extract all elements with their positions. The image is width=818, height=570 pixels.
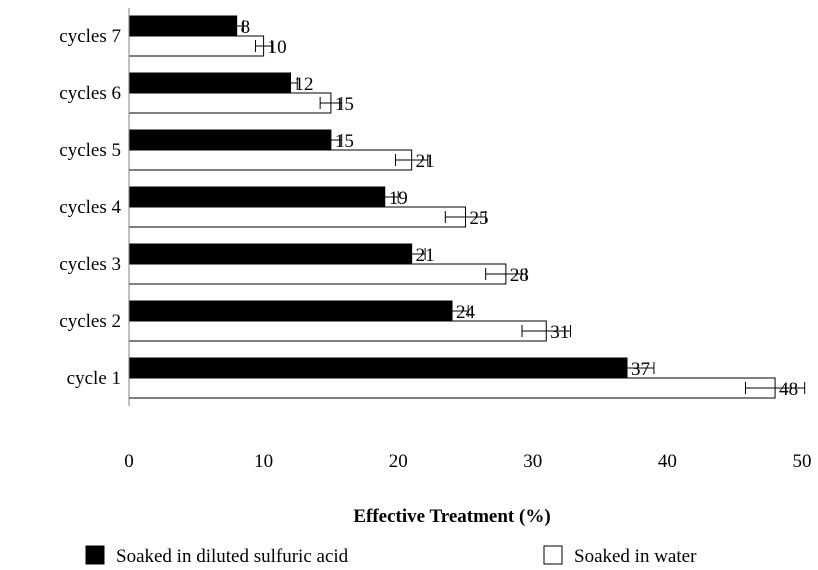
legend-label-water: Soaked in water bbox=[574, 546, 697, 567]
bar-water-cycles-5 bbox=[128, 149, 413, 171]
legend-label-acid: Soaked in diluted sulfuric acid bbox=[116, 546, 349, 567]
category-label-cycles-7: cycles 7 bbox=[59, 26, 121, 47]
data-label-acid-cycle-1: 37 bbox=[631, 359, 650, 380]
category-label-cycles-3: cycles 3 bbox=[59, 254, 121, 275]
bar-water-cycles-3 bbox=[128, 263, 507, 285]
x-tick-label-40: 40 bbox=[658, 451, 677, 472]
data-label-water-cycles-7: 10 bbox=[268, 37, 287, 58]
category-label-cycles-6: cycles 6 bbox=[59, 83, 121, 104]
error-bar-water-cycles-2 bbox=[521, 325, 571, 337]
error-bar-water-cycles-3 bbox=[485, 268, 527, 280]
data-label-water-cycles-3: 28 bbox=[510, 265, 529, 286]
category-label-cycles-5: cycles 5 bbox=[59, 140, 121, 161]
error-bar-acid-cycle-1 bbox=[599, 362, 655, 374]
data-label-acid-cycles-3: 21 bbox=[416, 245, 435, 266]
data-labels-group: 8 10 12 15 15 21 19 25 21 28 24 31 37 48 bbox=[241, 17, 798, 400]
bar-acid-cycles-3 bbox=[128, 243, 413, 265]
error-bar-water-cycle-1 bbox=[744, 382, 806, 394]
bars-group bbox=[128, 15, 776, 399]
bar-acid-cycles-5 bbox=[128, 129, 332, 151]
data-label-acid-cycles-4: 19 bbox=[389, 188, 408, 209]
bar-acid-cycles-4 bbox=[128, 186, 386, 208]
category-labels-group: cycles 7 cycles 6 cycles 5 cycles 4 cycles 3… bbox=[59, 26, 121, 389]
data-label-acid-cycles-6: 12 bbox=[295, 74, 314, 95]
data-label-acid-cycles-2: 24 bbox=[456, 302, 476, 323]
category-label-cycles-4: cycles 4 bbox=[59, 197, 121, 218]
data-label-water-cycles-5: 21 bbox=[416, 151, 435, 172]
error-bar-acid-cycles-7 bbox=[229, 20, 244, 32]
error-bar-acid-cycles-5 bbox=[319, 134, 343, 146]
x-tick-label-10: 10 bbox=[254, 451, 273, 472]
bar-water-cycles-2 bbox=[128, 320, 547, 342]
error-bars-group bbox=[229, 20, 806, 394]
x-tick-label-0: 0 bbox=[124, 451, 134, 472]
error-bar-acid-cycles-6 bbox=[283, 77, 298, 89]
data-label-water-cycles-2: 31 bbox=[550, 322, 569, 343]
x-axis-title: Effective Treatment (%) bbox=[353, 506, 550, 527]
bar-acid-cycle-1 bbox=[128, 357, 628, 379]
error-bar-water-cycles-7 bbox=[255, 40, 273, 52]
x-tick-label-20: 20 bbox=[389, 451, 408, 472]
error-bar-acid-cycles-3 bbox=[397, 248, 426, 260]
data-label-acid-cycles-7: 8 bbox=[241, 17, 251, 38]
bar-water-cycles-7 bbox=[128, 35, 265, 57]
legend-swatch-water bbox=[543, 545, 563, 565]
data-label-water-cycle-1: 48 bbox=[779, 379, 798, 400]
x-tick-label-50: 50 bbox=[793, 451, 812, 472]
x-tick-label-30: 30 bbox=[523, 451, 542, 472]
legend: Soaked in diluted sulfuric acid Soaked in… bbox=[85, 545, 697, 567]
bar-acid-cycles-2 bbox=[128, 300, 453, 322]
error-bar-acid-cycles-2 bbox=[435, 305, 469, 317]
category-label-cycle-1: cycle 1 bbox=[67, 368, 121, 389]
error-bar-water-cycles-6 bbox=[319, 97, 343, 109]
bar-water-cycles-4 bbox=[128, 206, 466, 228]
bar-acid-cycles-7 bbox=[128, 15, 238, 37]
data-label-water-cycles-6: 15 bbox=[335, 94, 354, 115]
bar-acid-cycles-6 bbox=[128, 72, 292, 94]
data-label-acid-cycles-5: 15 bbox=[335, 131, 354, 152]
error-bar-water-cycles-5 bbox=[395, 154, 429, 166]
error-bar-acid-cycles-4 bbox=[370, 191, 399, 203]
x-tick-labels-group: 0 10 20 30 40 50 bbox=[124, 451, 811, 472]
bar-water-cycle-1 bbox=[128, 377, 776, 399]
legend-swatch-acid bbox=[85, 545, 105, 565]
error-bar-water-cycles-4 bbox=[444, 211, 487, 223]
bar-water-cycles-6 bbox=[128, 92, 332, 114]
data-label-water-cycles-4: 25 bbox=[470, 208, 489, 229]
category-label-cycles-2: cycles 2 bbox=[59, 311, 121, 332]
